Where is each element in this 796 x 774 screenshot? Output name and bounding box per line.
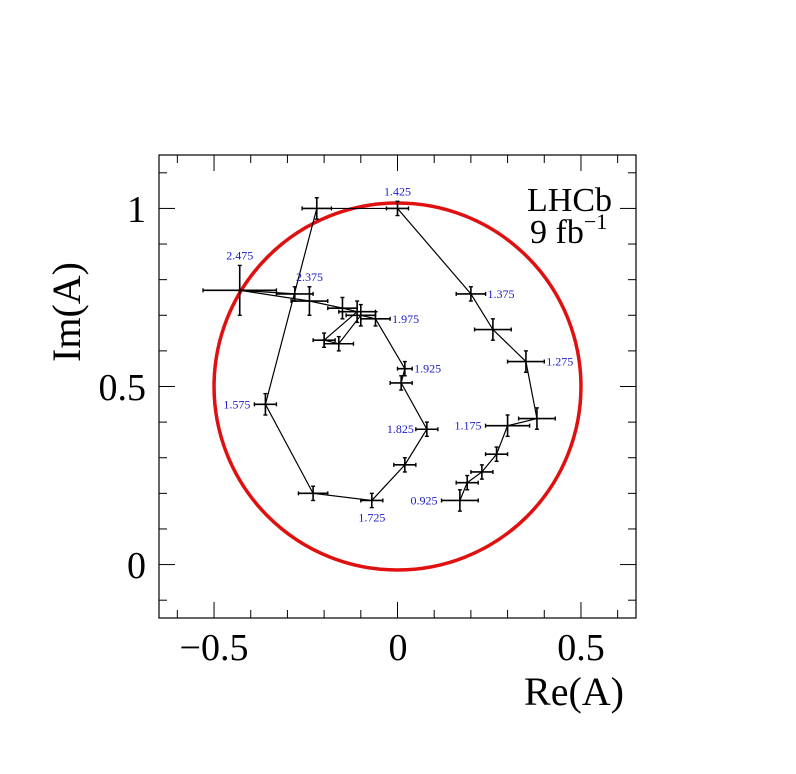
axis-ticks	[159, 155, 636, 618]
data-point	[202, 264, 278, 316]
data-point	[323, 335, 355, 352]
y-tick-label-1: 0.5	[99, 367, 147, 409]
experiment-label: LHCb	[527, 182, 612, 219]
point-label: 2.375	[296, 270, 323, 284]
point-label: 1.275	[546, 355, 573, 369]
unit-circle	[212, 201, 583, 572]
x-tick-label-1: 0	[389, 627, 408, 669]
data-point	[484, 446, 509, 462]
point-labels: 0.925 1.175 1.275 1.375 1.425 1.575 1.725 1.825…	[223, 184, 573, 524]
luminosity-label: 9 fb−1	[530, 209, 607, 251]
y-axis-title: Im(A)	[44, 262, 89, 362]
data-point	[253, 392, 278, 416]
point-label: 1.425	[384, 184, 411, 198]
data-point	[389, 375, 413, 391]
luminosity-text: 9 fb	[530, 214, 584, 251]
data-point	[455, 286, 487, 302]
point-label: 1.725	[358, 511, 385, 525]
point-label: 1.375	[488, 287, 515, 301]
data-point	[345, 303, 377, 327]
data-point	[506, 350, 545, 373]
point-label: 1.575	[223, 397, 250, 411]
luminosity-exponent: −1	[584, 209, 607, 234]
data-point	[301, 197, 333, 220]
point-label: 1.175	[455, 419, 482, 433]
data-point	[396, 360, 413, 377]
y-tick-label-2: 1	[127, 189, 146, 231]
point-label: 1.925	[414, 362, 441, 376]
point-label: 1.975	[392, 312, 419, 326]
point-label: 0.925	[411, 493, 438, 507]
data-point	[393, 457, 417, 473]
data-point	[455, 474, 479, 491]
data-point	[275, 286, 314, 302]
data-point	[385, 200, 410, 217]
x-tick-label-2: 0.5	[557, 627, 605, 669]
data-point	[290, 286, 329, 316]
data-point	[338, 300, 377, 324]
data-point	[440, 489, 479, 512]
y-tick-label-0: 0	[127, 545, 146, 587]
x-axis-title: Re(A)	[524, 669, 624, 714]
data-point	[473, 318, 512, 341]
data-point	[484, 414, 531, 438]
data-point	[470, 464, 494, 480]
data-point	[297, 485, 329, 502]
data-point	[312, 332, 336, 349]
point-label: 1.825	[387, 422, 414, 436]
series-line	[239, 207, 538, 502]
x-tick-label-0: −0.5	[180, 627, 249, 669]
data-point	[415, 421, 439, 438]
data-point	[517, 407, 556, 430]
data-points	[202, 197, 556, 512]
data-point	[360, 492, 384, 509]
point-label: 2.475	[226, 248, 253, 262]
data-point	[327, 296, 358, 320]
